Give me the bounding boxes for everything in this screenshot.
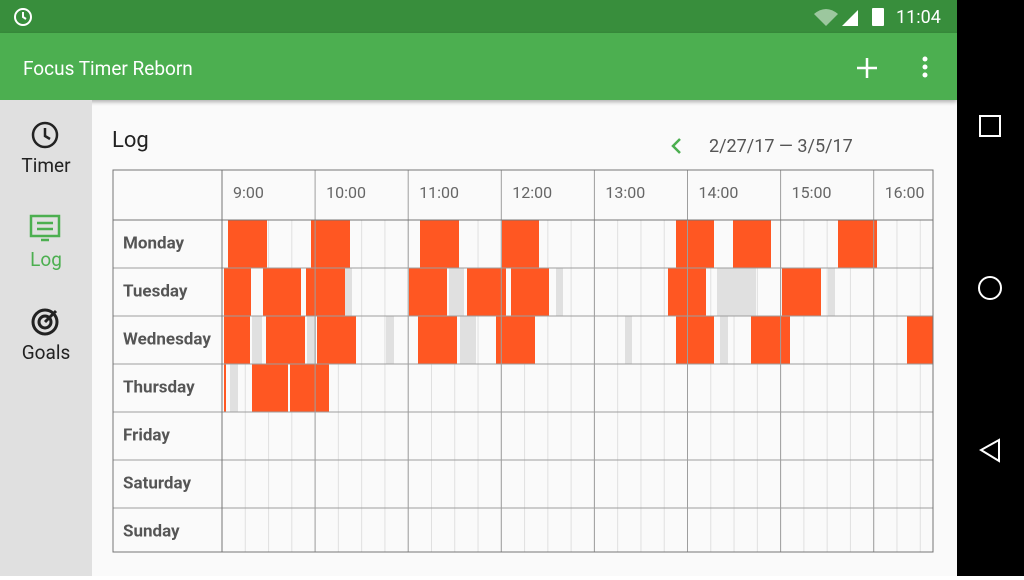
- session-block: [230, 364, 238, 412]
- app-bar: Focus Timer Reborn: [0, 33, 957, 100]
- session-block: [418, 316, 457, 364]
- nav-buttons: [978, 115, 1002, 463]
- back-button[interactable]: [979, 438, 1000, 463]
- status-bar: 11:04: [0, 0, 957, 33]
- hour-label: 10:00: [326, 183, 366, 202]
- hour-label: 14:00: [699, 183, 739, 202]
- home-button[interactable]: [978, 276, 1002, 300]
- app-title: Focus Timer Reborn: [23, 57, 193, 80]
- hour-label: 13:00: [605, 183, 645, 202]
- session-block: [838, 220, 877, 268]
- session-block: [502, 220, 539, 268]
- nav-timer[interactable]: Timer: [21, 154, 71, 177]
- nav-goals[interactable]: Goals: [21, 341, 71, 364]
- session-block: [907, 316, 933, 364]
- session-block: [782, 268, 821, 316]
- hour-label: 11:00: [419, 183, 459, 202]
- session-block: [625, 316, 632, 364]
- session-block: [224, 316, 250, 364]
- session-block: [828, 268, 835, 316]
- session-block: [307, 316, 316, 364]
- grid-border: [112, 169, 934, 553]
- prev-week[interactable]: [668, 136, 684, 156]
- session-block: [733, 220, 771, 268]
- session-block: [224, 268, 251, 316]
- nav-log[interactable]: Log: [30, 248, 62, 271]
- session-block: [252, 316, 262, 364]
- session-block: [290, 364, 329, 412]
- hour-label: 15:00: [792, 183, 832, 202]
- session-block: [717, 268, 756, 316]
- session-block: [511, 268, 549, 316]
- menu-button[interactable]: [918, 55, 932, 81]
- session-block: [467, 268, 506, 316]
- date-range: 2/27/17 — 3/5/17: [709, 136, 853, 157]
- day-label: Thursday: [123, 377, 195, 397]
- log-icon[interactable]: [29, 214, 61, 244]
- timer-icon[interactable]: [30, 120, 60, 150]
- session-block: [252, 364, 288, 412]
- day-label: Saturday: [123, 473, 191, 493]
- day-label: Tuesday: [123, 281, 188, 301]
- goals-icon[interactable]: [30, 307, 60, 337]
- session-block: [224, 364, 226, 412]
- day-label: Monday: [123, 233, 185, 253]
- session-block: [345, 268, 352, 316]
- session-block: [317, 316, 356, 364]
- session-block: [751, 316, 790, 364]
- day-label: Wednesday: [123, 329, 211, 349]
- session-block: [496, 316, 535, 364]
- day-label: Sunday: [123, 521, 180, 541]
- session-block: [420, 220, 459, 268]
- recents-button[interactable]: [979, 115, 1001, 137]
- clock-icon: [14, 8, 32, 26]
- session-block: [311, 220, 350, 268]
- session-block: [228, 220, 267, 268]
- hour-label: 12:00: [512, 183, 552, 202]
- hour-label: 16:00: [885, 183, 925, 202]
- session-block: [306, 268, 345, 316]
- session-block: [676, 220, 714, 268]
- session-block: [556, 268, 563, 316]
- session-block: [720, 316, 728, 364]
- session-block: [386, 316, 394, 364]
- sidebar: Timer Log Goals: [0, 100, 92, 576]
- session-block: [676, 316, 714, 364]
- session-block: [449, 268, 464, 316]
- day-label: Friday: [123, 425, 170, 445]
- add-button[interactable]: [855, 56, 879, 80]
- session-block: [409, 268, 447, 316]
- status-icons: [814, 8, 884, 26]
- session-block: [266, 316, 305, 364]
- log-grid: 9:00 10:00 11:00 12:00 13:00 14:00 15:00 16:00 M…: [112, 169, 934, 553]
- log-title: Log: [112, 128, 149, 153]
- session-block: [460, 316, 476, 364]
- status-time: 11:04: [896, 7, 941, 28]
- session-block: [263, 268, 301, 316]
- hour-label: 9:00: [233, 183, 264, 202]
- nav-bar: [957, 0, 1024, 576]
